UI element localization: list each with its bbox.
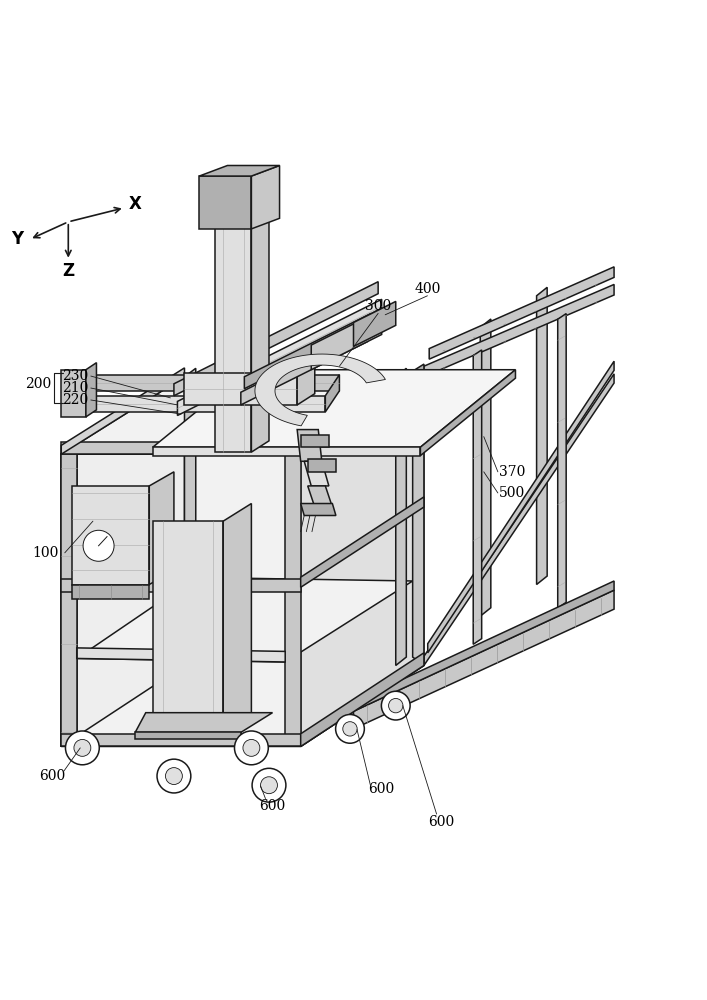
Circle shape [243,739,260,756]
Polygon shape [304,461,329,486]
Polygon shape [297,430,322,461]
Circle shape [66,731,99,765]
Polygon shape [77,577,413,662]
Text: 600: 600 [368,782,395,796]
Circle shape [252,768,286,802]
Polygon shape [429,267,614,359]
Polygon shape [354,301,396,346]
Polygon shape [424,374,614,665]
Polygon shape [199,176,252,229]
Polygon shape [311,310,382,370]
Polygon shape [62,370,86,417]
Polygon shape [300,364,424,454]
Polygon shape [62,579,300,592]
Circle shape [74,739,90,756]
Polygon shape [153,447,421,456]
Polygon shape [69,396,325,412]
Polygon shape [245,313,371,389]
Polygon shape [177,299,382,415]
Polygon shape [252,211,269,452]
Polygon shape [308,459,336,472]
Polygon shape [62,377,185,746]
Text: Y: Y [11,230,23,248]
Circle shape [343,722,357,736]
Polygon shape [297,362,315,405]
Polygon shape [86,363,96,417]
Polygon shape [300,497,424,587]
Polygon shape [62,734,300,746]
Text: 300: 300 [365,299,391,313]
Polygon shape [241,329,368,405]
Polygon shape [300,435,329,447]
Polygon shape [354,590,614,729]
Polygon shape [62,368,185,454]
Polygon shape [354,581,614,711]
Polygon shape [300,377,424,746]
Circle shape [235,731,268,765]
Polygon shape [285,454,300,746]
Text: 230: 230 [62,369,88,383]
Polygon shape [223,504,252,732]
Text: 400: 400 [414,282,440,296]
Polygon shape [185,373,297,405]
Circle shape [261,777,277,794]
Polygon shape [215,222,252,452]
Polygon shape [480,319,491,616]
Polygon shape [62,442,300,454]
Text: 210: 210 [62,381,88,395]
Text: 220: 220 [62,393,88,407]
Polygon shape [428,361,614,653]
Text: 200: 200 [25,377,51,391]
Circle shape [83,530,114,561]
Polygon shape [300,504,336,515]
Circle shape [389,698,403,713]
Polygon shape [153,521,223,732]
Polygon shape [424,284,614,377]
Polygon shape [199,165,279,176]
Polygon shape [62,454,77,746]
Polygon shape [558,314,566,608]
Circle shape [336,715,364,743]
Text: 370: 370 [498,465,525,479]
Polygon shape [252,165,279,229]
Polygon shape [308,486,332,507]
Polygon shape [72,486,149,585]
Polygon shape [135,713,272,732]
Text: 500: 500 [499,486,525,500]
Polygon shape [396,368,407,665]
Polygon shape [421,370,515,456]
Polygon shape [62,454,300,746]
Text: 600: 600 [259,799,286,813]
Polygon shape [325,375,339,412]
Polygon shape [413,377,424,665]
Circle shape [165,768,182,785]
Circle shape [381,691,410,720]
Polygon shape [153,370,515,447]
Polygon shape [215,211,269,222]
Polygon shape [62,665,424,746]
Polygon shape [185,368,196,665]
Polygon shape [83,375,339,391]
Polygon shape [149,472,174,585]
Text: 600: 600 [39,769,65,783]
Polygon shape [62,377,424,454]
Circle shape [157,759,191,793]
Text: X: X [129,195,141,213]
Text: 600: 600 [428,815,455,829]
Polygon shape [473,350,481,644]
Text: 100: 100 [33,546,59,560]
Polygon shape [300,653,424,746]
Text: Z: Z [62,262,74,280]
Polygon shape [174,282,378,396]
Polygon shape [255,354,385,426]
Polygon shape [269,310,378,387]
Polygon shape [135,732,241,739]
Polygon shape [72,585,149,599]
Polygon shape [537,287,547,585]
Polygon shape [77,648,285,662]
